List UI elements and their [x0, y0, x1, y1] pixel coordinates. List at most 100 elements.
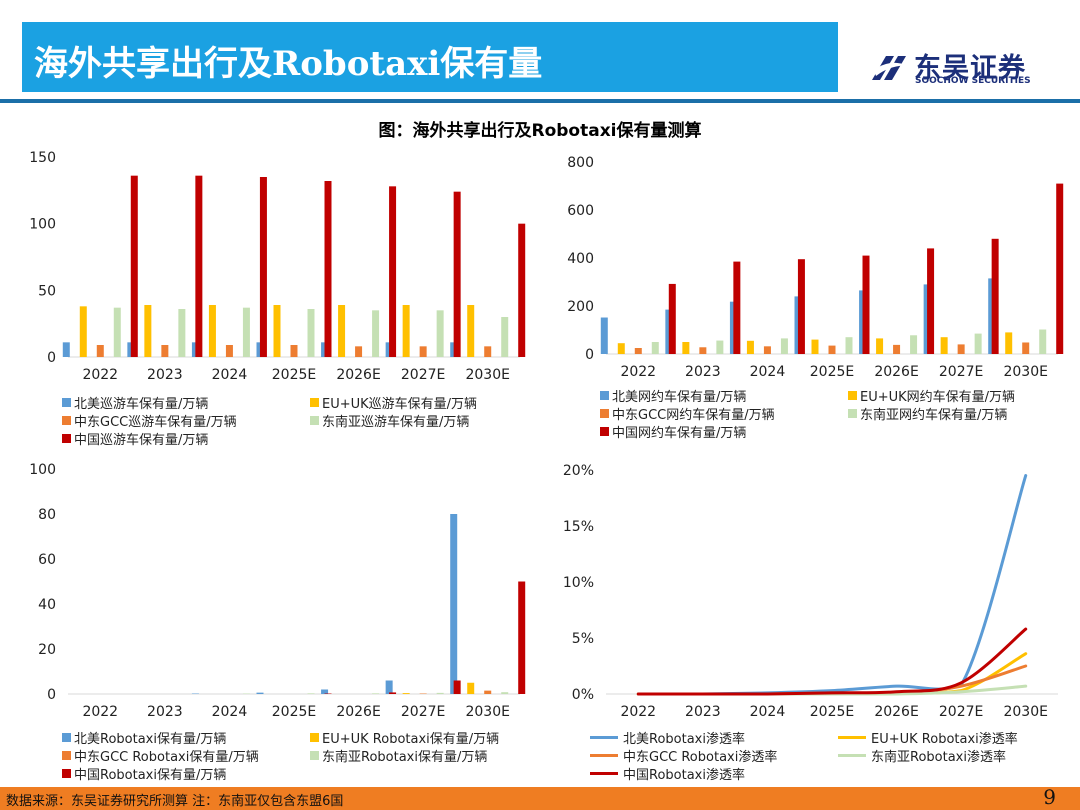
x-tick-label: 2025E — [810, 704, 854, 720]
legend-label: EU+UK网约车保有量/万辆 — [860, 390, 1016, 405]
x-tick-label: 2022 — [620, 364, 656, 380]
x-tick-label: 2023 — [685, 364, 721, 380]
legend-label: 北美网约车保有量/万辆 — [612, 390, 747, 405]
bar — [144, 305, 152, 357]
series-line — [636, 627, 1028, 696]
bar — [450, 514, 458, 694]
y-tick-label: 100 — [29, 217, 56, 233]
bar — [518, 223, 526, 357]
bar — [242, 307, 250, 357]
legend-item: 东南亚巡游车保有量/万辆 — [310, 411, 469, 430]
bar — [419, 346, 427, 357]
bar — [259, 177, 267, 357]
y-tick-label: 40 — [38, 597, 56, 613]
legend-item: 东南亚网约车保有量/万辆 — [848, 404, 1007, 423]
legend-item: EU+UK巡游车保有量/万辆 — [310, 393, 477, 412]
bar — [876, 338, 884, 354]
bar — [893, 344, 901, 354]
x-tick-label: 2026E — [336, 704, 380, 720]
legend-label: 中国网约车保有量/万辆 — [612, 426, 747, 441]
bar — [113, 307, 121, 357]
bar — [501, 692, 509, 694]
ride-hailing-chart: 0 200 400 600 800 2022 2023 2024 2025E 2026E 2027E… — [567, 155, 1064, 380]
bar — [256, 692, 264, 694]
x-tick-label: 2023 — [147, 367, 183, 383]
bar — [957, 344, 965, 354]
bar — [862, 255, 870, 354]
y-tick-label: 0 — [47, 350, 56, 366]
cruise-taxi-chart: 0 50 100 150 2022 2023 2024 2025E 2026E 2027E 2030… — [29, 150, 526, 383]
x-tick-label: 2024 — [212, 367, 248, 383]
legend-swatch — [310, 398, 319, 407]
legend-label: EU+UK巡游车保有量/万辆 — [322, 397, 478, 412]
bar — [634, 348, 642, 354]
cruise-legend: 北美巡游车保有量/万辆 EU+UK巡游车保有量/万辆 中东GCC巡游车保有量/万辆 东… — [62, 393, 532, 449]
title-band: 海外共享出行及Robotaxi保有量 — [22, 22, 838, 92]
x-tick-label: 2027E — [939, 364, 983, 380]
legend-label: 中东GCC Robotaxi渗透率 — [623, 750, 778, 765]
legend-swatch — [310, 733, 319, 742]
bar — [668, 283, 676, 354]
bar — [600, 317, 608, 354]
legend-item: 中国Robotaxi渗透率 — [590, 764, 745, 783]
legend-swatch — [62, 769, 71, 778]
y-tick-label: 200 — [567, 299, 594, 315]
bar — [797, 259, 805, 354]
company-logo: 东吴证券 SOOCHOW SECURITIES — [866, 40, 1056, 92]
bar — [338, 305, 346, 357]
bar — [733, 261, 741, 354]
x-tick-label: 2027E — [401, 367, 445, 383]
bar — [780, 338, 788, 354]
x-tick-label: 2030E — [465, 367, 509, 383]
bar — [178, 309, 186, 357]
legend-item: 东南亚Robotaxi渗透率 — [838, 746, 1006, 765]
legend-label: 中国Robotaxi保有量/万辆 — [74, 768, 227, 783]
bar — [1056, 183, 1064, 354]
bar — [307, 693, 315, 694]
legend-item: 北美巡游车保有量/万辆 — [62, 393, 208, 412]
legend-label: EU+UK Robotaxi保有量/万辆 — [322, 732, 500, 747]
legend-swatch — [62, 733, 71, 742]
bar — [307, 309, 315, 357]
legend-label: 中东GCC网约车保有量/万辆 — [612, 408, 775, 423]
legend-label: 东南亚Robotaxi渗透率 — [871, 750, 1006, 765]
bar — [402, 305, 410, 357]
legend-swatch — [838, 736, 866, 739]
bar — [195, 175, 203, 357]
legend-item: EU+UK Robotaxi保有量/万辆 — [310, 728, 499, 747]
x-tick-label: 2025E — [810, 364, 854, 380]
legend-swatch — [848, 409, 857, 418]
y-tick-label: 20% — [563, 463, 594, 479]
bar — [436, 310, 444, 357]
bar — [161, 345, 169, 357]
legend-label: 北美巡游车保有量/万辆 — [74, 397, 209, 412]
legend-label: 中国Robotaxi渗透率 — [623, 768, 745, 783]
y-tick-label: 0 — [47, 687, 56, 703]
bar — [1039, 329, 1047, 354]
x-tick-label: 2022 — [620, 704, 656, 720]
legend-label: EU+UK Robotaxi渗透率 — [871, 732, 1018, 747]
bar — [62, 342, 70, 357]
x-tick-label: 2027E — [939, 704, 983, 720]
legend-swatch — [62, 434, 71, 443]
legend-item: EU+UK网约车保有量/万辆 — [848, 386, 1015, 405]
legend-item: 中东GCC网约车保有量/万辆 — [600, 404, 775, 423]
bar — [910, 335, 918, 354]
y-tick-label: 800 — [567, 155, 594, 171]
legend-swatch — [590, 754, 618, 757]
bar — [402, 693, 410, 694]
bar — [484, 690, 492, 694]
legend-item: 中国巡游车保有量/万辆 — [62, 429, 208, 448]
x-tick-label: 2022 — [82, 704, 118, 720]
bar — [453, 680, 461, 694]
legend-item: 北美Robotaxi保有量/万辆 — [62, 728, 226, 747]
legend-label: 中国巡游车保有量/万辆 — [74, 433, 209, 448]
bar — [811, 339, 819, 354]
page-title: 海外共享出行及Robotaxi保有量 — [34, 44, 543, 84]
bar — [484, 346, 492, 357]
bar — [467, 305, 475, 357]
x-tick-label: 2026E — [874, 704, 918, 720]
y-tick-label: 150 — [29, 150, 56, 166]
ride-hailing-legend: 北美网约车保有量/万辆 EU+UK网约车保有量/万辆中东GCC网约车保有量/万辆 东… — [600, 386, 1070, 442]
legend-swatch — [62, 751, 71, 760]
